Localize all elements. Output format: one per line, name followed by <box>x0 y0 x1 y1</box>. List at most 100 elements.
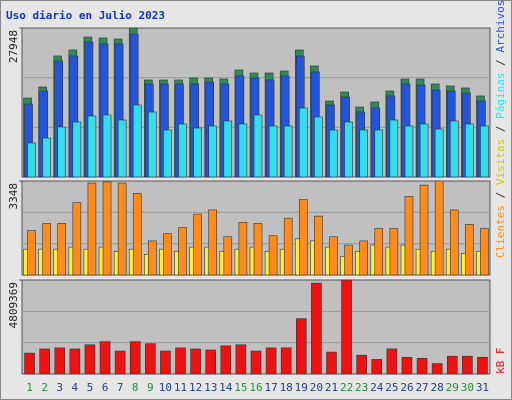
x-tick-label: 3 <box>56 381 63 394</box>
legend-separator: / <box>494 119 507 139</box>
x-tick-label: 10 <box>159 381 172 394</box>
bar <box>480 228 489 276</box>
bar <box>99 341 111 375</box>
legend: kB F <box>494 348 507 375</box>
bar <box>178 227 187 276</box>
y-tick-label: 27948 <box>7 30 20 63</box>
bar <box>434 180 444 276</box>
bar <box>238 123 248 178</box>
x-tick-label: 8 <box>132 381 139 394</box>
bar <box>404 125 414 178</box>
bar <box>27 142 36 178</box>
x-tick-label: 1 <box>26 381 33 394</box>
bar <box>87 115 97 178</box>
bar <box>404 196 414 276</box>
y-tick-label: 3348 <box>7 183 20 210</box>
x-tick-label: 23 <box>355 381 368 394</box>
bar <box>359 129 368 178</box>
bar <box>102 181 112 276</box>
bar <box>148 240 157 276</box>
bar <box>190 348 201 375</box>
bar <box>57 223 67 276</box>
bar <box>175 347 186 375</box>
x-tick-label: 27 <box>415 381 428 394</box>
bar <box>223 120 233 178</box>
bar <box>480 125 489 178</box>
x-tick-label: 31 <box>476 381 489 394</box>
bar <box>250 350 262 375</box>
bar <box>72 202 82 276</box>
bar <box>42 137 51 178</box>
bar <box>401 356 413 375</box>
x-tick-label: 30 <box>461 381 474 394</box>
bar <box>132 104 142 178</box>
bar <box>465 123 474 178</box>
bar <box>39 348 50 375</box>
bar <box>280 347 292 375</box>
bar <box>449 120 459 178</box>
bar <box>268 125 278 178</box>
y-tick-label: 4809369 <box>7 282 20 328</box>
bar <box>295 318 307 375</box>
bar <box>117 119 127 178</box>
x-tick-label: 29 <box>446 381 459 394</box>
bar <box>329 129 338 178</box>
x-tick-label: 20 <box>310 381 323 394</box>
bar <box>344 121 353 178</box>
bar <box>314 215 323 276</box>
bar <box>193 127 202 178</box>
bar <box>449 209 459 276</box>
x-tick-label: 2 <box>41 381 48 394</box>
x-tick-label: 16 <box>249 381 262 394</box>
x-tick-label: 19 <box>295 381 308 394</box>
bar <box>57 126 67 178</box>
legend-separator: / <box>494 185 507 205</box>
x-tick-label: 12 <box>189 381 202 394</box>
bar <box>42 223 51 276</box>
bar <box>129 341 141 375</box>
bar <box>132 193 142 276</box>
bar <box>87 182 97 276</box>
legend-entry: Clientes <box>494 205 507 258</box>
x-tick-label: 4 <box>72 381 79 394</box>
bar <box>253 223 263 276</box>
legend-separator: / <box>494 53 507 73</box>
legend: Clientes / Visitas / Páginas / Archivos … <box>494 0 507 258</box>
legend-entry: Visitas <box>494 139 507 185</box>
legend-entry: kB F <box>494 348 507 375</box>
x-tick-label: 11 <box>174 381 187 394</box>
bar <box>389 228 399 276</box>
bar <box>69 348 81 375</box>
bar <box>208 209 218 276</box>
bar <box>84 344 96 375</box>
bar <box>163 233 172 276</box>
bar <box>268 235 278 276</box>
bar <box>24 352 35 375</box>
bar <box>163 129 172 178</box>
bar <box>238 222 248 276</box>
bar <box>54 347 66 375</box>
bar <box>386 348 398 375</box>
bar <box>114 350 126 375</box>
x-tick-label: 28 <box>431 381 444 394</box>
x-tick-label: 14 <box>219 381 233 394</box>
bar <box>371 359 383 375</box>
bar <box>374 228 384 276</box>
bar <box>462 355 473 375</box>
bar <box>208 125 218 178</box>
x-tick-label: 13 <box>204 381 217 394</box>
x-tick-label: 15 <box>234 381 247 394</box>
bar <box>431 363 443 375</box>
legend-entry: Archivos <box>494 0 507 53</box>
bar <box>145 343 156 375</box>
bar <box>148 111 157 178</box>
x-tick-label: 18 <box>280 381 293 394</box>
x-tick-label: 17 <box>264 381 277 394</box>
bar <box>434 128 444 178</box>
bar <box>329 236 338 276</box>
bar <box>117 182 127 276</box>
bar <box>253 114 263 178</box>
bar <box>298 199 308 276</box>
bar <box>374 129 384 178</box>
